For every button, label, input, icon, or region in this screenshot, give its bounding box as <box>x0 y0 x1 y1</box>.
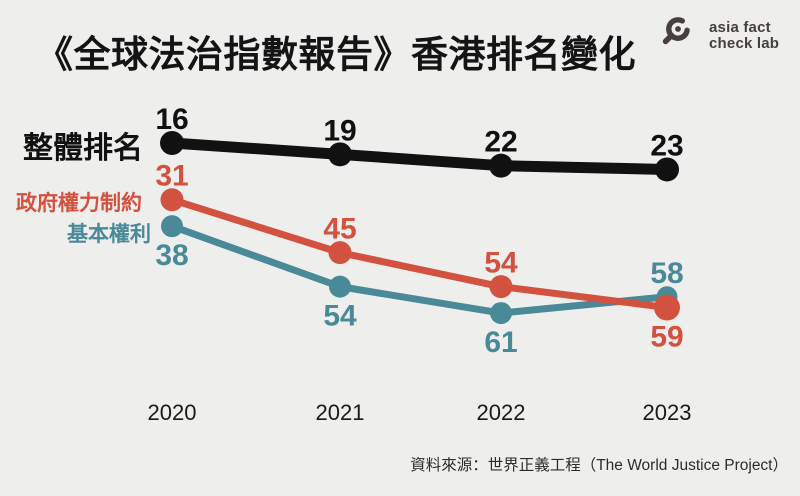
series-label-government-powers: 政府權力制約 <box>16 192 142 215</box>
page-title: 《全球法治指數報告》香港排名變化 <box>36 34 636 75</box>
data-label-s0-2021: 19 <box>323 114 356 147</box>
series-line-0 <box>166 137 673 175</box>
series-label-overall-ranking: 整體排名 <box>23 132 143 165</box>
series-line-2 <box>168 222 671 317</box>
data-point-s1-2022 <box>489 275 513 299</box>
data-label-s1-2021: 45 <box>323 213 356 246</box>
data-point-s0-2021 <box>328 142 352 167</box>
data-point-s2-2022 <box>490 302 512 325</box>
data-label-s0-2022: 22 <box>484 126 517 159</box>
source-note: 資料來源：世界正義工程（The World Justice Project） <box>410 457 788 474</box>
data-point-s1-2023 <box>654 294 680 321</box>
x-axis-label-2023: 2023 <box>643 400 692 425</box>
data-label-s2-2021: 54 <box>323 300 357 333</box>
data-point-s1-2020 <box>160 188 184 212</box>
data-label-s1-2020: 31 <box>155 160 188 193</box>
x-axis-label-2021: 2021 <box>316 400 365 425</box>
data-label-s2-2020: 38 <box>155 239 188 272</box>
x-axis-label-2022: 2022 <box>477 400 526 425</box>
data-point-s2-2020 <box>161 215 183 238</box>
data-label-s2-2022: 61 <box>484 326 517 359</box>
data-label-s0-2023: 23 <box>650 129 683 162</box>
data-label-s0-2020: 16 <box>155 103 188 136</box>
magnifier-icon <box>662 17 690 45</box>
data-label-s2-2023: 58 <box>650 257 683 290</box>
data-point-s2-2021 <box>329 275 351 298</box>
series-label-fundamental-rights: 基本權利 <box>67 223 151 246</box>
data-point-s0-2023 <box>655 157 679 182</box>
data-point-s0-2022 <box>489 153 513 178</box>
x-axis-label-2020: 2020 <box>148 400 197 425</box>
data-label-s1-2023: 59 <box>650 321 683 354</box>
brand-logo-line2: check lab <box>709 35 780 52</box>
data-point-s0-2020 <box>160 131 184 155</box>
data-point-s1-2021 <box>328 241 352 265</box>
data-label-s1-2022: 54 <box>484 247 518 280</box>
brand-logo-line1: asia fact <box>709 19 771 36</box>
brand-logo: asia fact check lab <box>656 14 779 58</box>
brand-logo-text: asia fact check lab <box>709 20 779 52</box>
series-line-1 <box>168 196 671 312</box>
